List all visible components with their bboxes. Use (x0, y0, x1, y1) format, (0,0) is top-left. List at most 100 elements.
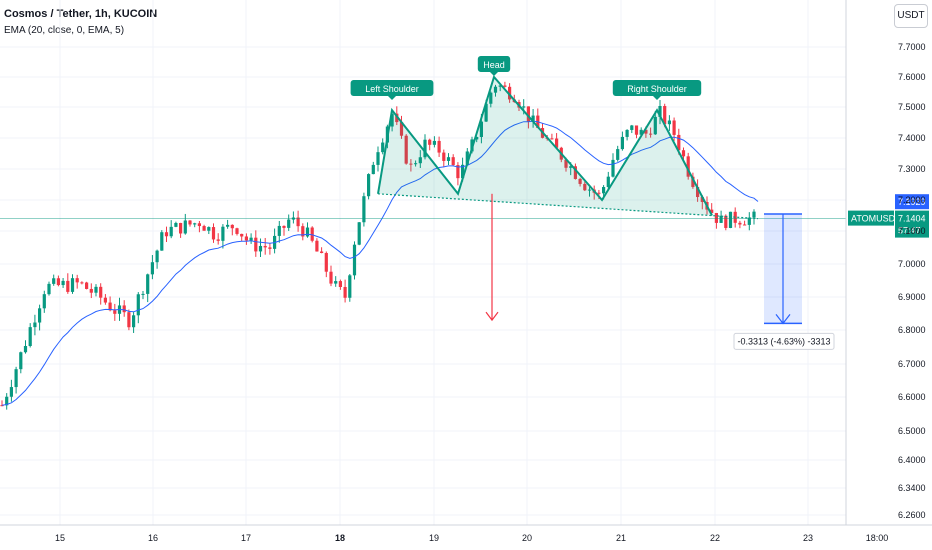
candle-body (531, 115, 535, 122)
measure-arrow-head (775, 314, 791, 325)
candle-body (437, 140, 441, 153)
candle-body (371, 164, 375, 175)
candle-body (564, 159, 568, 168)
candle-body (244, 236, 248, 241)
candle-body (94, 286, 98, 293)
candle-body (503, 85, 507, 87)
pattern-label-2: Right Shoulder (612, 80, 702, 100)
candle-body (747, 217, 751, 225)
candle-body (329, 271, 333, 284)
candle-body (136, 294, 140, 316)
candle-body (193, 223, 197, 225)
candle-body (296, 217, 300, 227)
candle-body (52, 278, 56, 284)
ema-price-tag (895, 194, 929, 210)
candle-body (19, 352, 23, 370)
x-tick-label: 17 (241, 533, 251, 543)
candles (0, 81, 756, 410)
candle-body (89, 288, 93, 293)
y-tick-label: 7.5000 (898, 102, 926, 112)
candle-body (672, 120, 676, 135)
candle-body (108, 302, 112, 311)
candle-body (240, 233, 244, 237)
y-tick-label: 6.9000 (898, 292, 926, 302)
measure-readout: -0.3313 (-4.63%) -3313 (733, 332, 835, 350)
candle-body (183, 220, 187, 234)
symbol-tag (848, 210, 894, 226)
candle-body (663, 106, 667, 125)
candle-body (423, 139, 427, 158)
candle-body (611, 159, 615, 177)
label-box (350, 80, 434, 96)
candle-body (681, 150, 686, 157)
candle-body (207, 227, 211, 231)
candle-body (14, 369, 18, 388)
candle-body (724, 215, 728, 228)
candle-body (287, 219, 291, 228)
y-tick-label: 7.0000 (898, 259, 926, 269)
candle-body (305, 227, 310, 237)
candle-body (226, 224, 230, 227)
ema-price-tag-text: 7.1929 (898, 197, 926, 207)
candle-body (409, 163, 413, 165)
candle-body (583, 183, 587, 191)
candle-body (348, 275, 352, 298)
grid (0, 0, 846, 525)
candle-body (146, 274, 150, 294)
candle-body (719, 215, 723, 223)
candle-body (155, 250, 159, 263)
candle-body (99, 286, 103, 298)
last-price-tag-text: 7.1404 (898, 214, 926, 224)
candle-body (644, 129, 648, 134)
candle-body (61, 280, 65, 286)
candle-body (343, 286, 347, 298)
candle-body (634, 125, 639, 135)
currency-unit-button[interactable]: USDT (894, 4, 928, 28)
candle-body (616, 149, 620, 160)
candle-body (197, 223, 201, 227)
candle-body (179, 222, 183, 234)
candle-body (85, 282, 89, 289)
candle-body (550, 138, 554, 140)
pattern-label-1: Head (477, 56, 511, 76)
candle-body (428, 139, 432, 145)
candle-body (446, 157, 451, 161)
pattern-line (377, 74, 713, 216)
measure-readout-box (733, 332, 835, 350)
candle-body (249, 237, 253, 241)
candle-body (461, 164, 465, 179)
candle-body (277, 225, 281, 236)
overlays: -0.3313 (-4.63%) -3313 7.1929 ATOMUSDT7.14… (0, 193, 929, 350)
candle-body (160, 232, 164, 251)
candle-body (28, 327, 32, 346)
candle-body (70, 278, 75, 292)
candle-body (597, 192, 601, 194)
candle-body (5, 396, 9, 406)
y-tick-label: 6.6000 (898, 392, 926, 402)
candle-body (301, 226, 305, 237)
label-pointer (388, 96, 396, 100)
candle-body (667, 120, 671, 125)
candle-body (132, 315, 136, 328)
y-tick-label: 6.7000 (898, 359, 926, 369)
pattern-label-0: Left Shoulder (350, 80, 434, 100)
candle-body (639, 129, 643, 135)
candle-body (404, 135, 408, 164)
candle-body (710, 209, 714, 214)
candle-body (602, 187, 606, 194)
candle-body (569, 166, 573, 168)
candle-body (399, 122, 404, 136)
candle-body (47, 283, 51, 295)
pattern-label-text: Left Shoulder (365, 84, 419, 94)
candle-body (714, 213, 718, 223)
candle-body (508, 86, 512, 100)
head-shoulders-pattern: Left Shoulder Head Right Shoulder (350, 56, 759, 220)
indicator-legend[interactable]: EMA (20, close, 0, EMA, 5) (4, 25, 125, 36)
candle-body (456, 165, 460, 179)
candle-body (573, 166, 577, 179)
candle-body (268, 247, 272, 249)
candle-body (442, 152, 446, 161)
candle-body (498, 85, 502, 87)
